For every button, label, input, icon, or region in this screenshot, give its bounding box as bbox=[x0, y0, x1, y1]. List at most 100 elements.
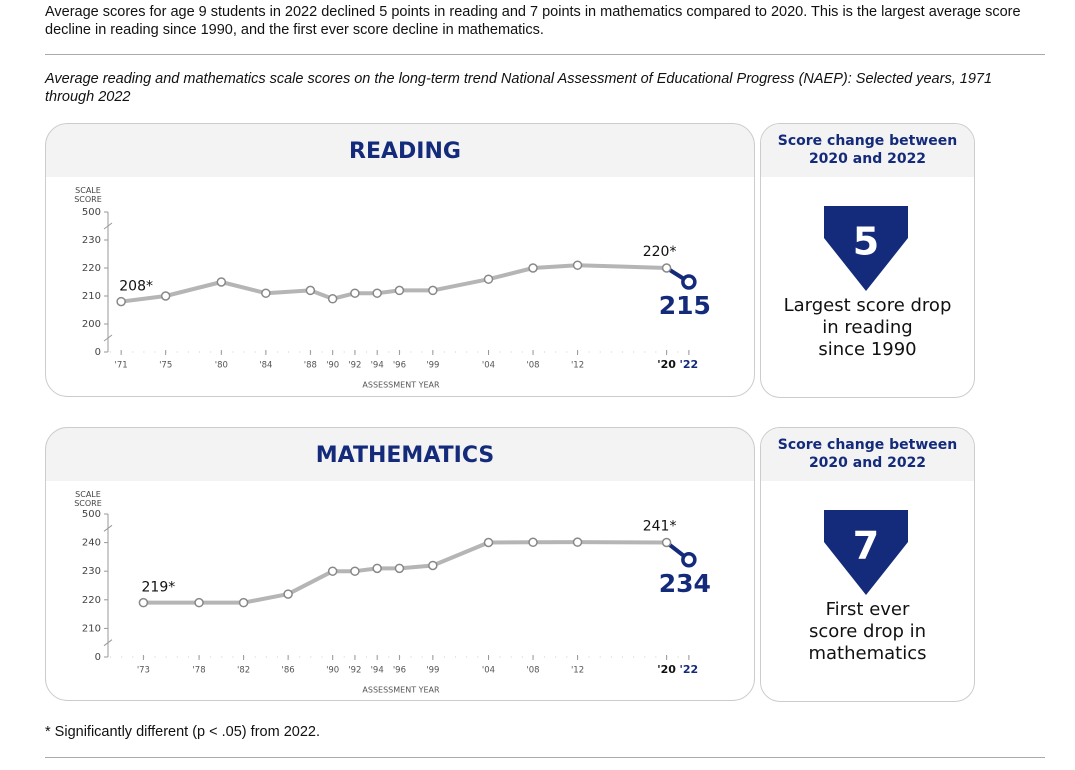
axis-break bbox=[103, 639, 113, 647]
y-tick-label: 210 bbox=[82, 623, 101, 634]
data-point bbox=[372, 288, 382, 298]
change-value: 5 bbox=[853, 220, 879, 264]
axis-break bbox=[103, 334, 113, 342]
chart-title: MATHEMATICS bbox=[316, 443, 494, 468]
data-point bbox=[528, 537, 538, 548]
change-heading: Score change between 2020 and 2022 bbox=[761, 124, 974, 177]
value-label: 208* bbox=[119, 279, 153, 295]
x-tick-label: '04 bbox=[482, 361, 495, 371]
change-text-line: mathematics bbox=[808, 643, 927, 664]
data-point bbox=[138, 597, 149, 608]
axis-break bbox=[103, 524, 113, 532]
value-label: 215 bbox=[659, 291, 711, 320]
y-tick-label: 220 bbox=[82, 595, 101, 606]
y-tick-label: 500 bbox=[82, 207, 101, 218]
value-label: 234 bbox=[659, 569, 711, 598]
footnote: * Significantly different (p < .05) from… bbox=[45, 724, 320, 740]
x-tick-label: '08 bbox=[526, 361, 539, 371]
panel-header bbox=[45, 123, 755, 177]
change-text-line: Largest score drop bbox=[783, 295, 952, 316]
change-text: First ever score drop in mathematics bbox=[761, 599, 974, 665]
data-point bbox=[681, 274, 697, 290]
panel-header bbox=[45, 427, 755, 481]
arrow-shape bbox=[824, 206, 908, 291]
x-tick-label: '86 bbox=[282, 666, 295, 676]
change-text-line: since 1990 bbox=[818, 339, 917, 360]
rule bbox=[45, 54, 1045, 55]
x-tick-label: '84 bbox=[259, 361, 272, 371]
panel bbox=[45, 427, 755, 701]
data-point bbox=[661, 263, 672, 273]
x-tick-label: '08 bbox=[526, 666, 539, 676]
x-tick-label: '22 bbox=[680, 663, 699, 676]
x-tick-label: '99 bbox=[426, 666, 439, 676]
x-tick-label: '94 bbox=[371, 666, 384, 676]
trend-line bbox=[143, 540, 667, 605]
change-box: Score change between 2020 and 2022 7 First… bbox=[760, 427, 975, 702]
y-tick-label: 220 bbox=[82, 263, 101, 274]
data-point bbox=[216, 277, 227, 287]
x-tick-label: '20 bbox=[657, 663, 676, 676]
x-tick-label: '20 bbox=[657, 358, 676, 371]
y-tick-label: 500 bbox=[82, 509, 101, 520]
value-label: 241* bbox=[643, 518, 677, 534]
y-tick-label: 200 bbox=[82, 319, 101, 330]
x-tick-label: '92 bbox=[348, 361, 361, 371]
x-tick-label: '90 bbox=[326, 666, 339, 676]
x-tick-label: '75 bbox=[159, 361, 172, 371]
x-tick-label: '90 bbox=[326, 361, 339, 371]
data-point bbox=[483, 537, 494, 548]
y-tick-label: 240 bbox=[82, 538, 101, 549]
panel bbox=[45, 123, 755, 397]
data-point bbox=[394, 563, 405, 574]
x-tick-label: '96 bbox=[393, 666, 406, 676]
chart-title: READING bbox=[349, 139, 461, 164]
data-point bbox=[528, 263, 538, 273]
x-tick-label: '22 bbox=[680, 358, 699, 371]
x-axis-label: ASSESSMENT YEAR bbox=[362, 381, 440, 390]
value-label: 219* bbox=[142, 580, 176, 596]
data-point bbox=[428, 560, 438, 571]
change-text-line: First ever bbox=[825, 599, 910, 620]
trend-line bbox=[120, 263, 667, 304]
x-tick-label: '12 bbox=[571, 666, 584, 676]
data-point bbox=[261, 288, 271, 298]
data-point bbox=[681, 552, 697, 568]
rule bbox=[45, 757, 1045, 758]
x-tick-label: '04 bbox=[482, 666, 495, 676]
intro-text: Average scores for age 9 students in 202… bbox=[45, 4, 1021, 38]
y-axis-label: SCALE SCORE bbox=[74, 490, 102, 508]
change-text-line: score drop in bbox=[808, 621, 927, 642]
x-tick-label: '71 bbox=[115, 361, 128, 371]
change-box: Score change between 2020 and 2022 5 Large… bbox=[760, 123, 975, 398]
change-arrow: 7 bbox=[824, 510, 908, 595]
x-tick-label: '80 bbox=[215, 361, 228, 371]
x-tick-label: '99 bbox=[426, 361, 439, 371]
data-point bbox=[238, 597, 249, 608]
value-label: 220* bbox=[643, 244, 677, 260]
data-point bbox=[327, 294, 338, 304]
x-axis-label: ASSESSMENT YEAR bbox=[362, 686, 440, 695]
x-tick-label: '78 bbox=[192, 666, 205, 676]
data-point bbox=[661, 537, 672, 548]
y-tick-label: 0 bbox=[95, 652, 101, 663]
data-point bbox=[428, 285, 438, 296]
data-point bbox=[372, 563, 382, 574]
arrow-shape bbox=[824, 510, 908, 595]
data-point bbox=[394, 285, 405, 296]
data-point bbox=[305, 285, 316, 296]
x-tick-label: '94 bbox=[371, 361, 384, 371]
x-tick-label: '92 bbox=[348, 666, 361, 676]
data-point bbox=[350, 566, 360, 576]
data-point bbox=[483, 274, 494, 284]
data-point bbox=[572, 537, 583, 547]
data-point bbox=[194, 597, 204, 608]
y-axis-label: SCALE SCORE bbox=[74, 186, 102, 204]
y-tick-label: 0 bbox=[95, 347, 101, 358]
change-text-line: in reading bbox=[822, 317, 913, 338]
data-point bbox=[350, 288, 360, 298]
change-arrow: 5 bbox=[824, 206, 908, 291]
data-point bbox=[160, 291, 171, 301]
